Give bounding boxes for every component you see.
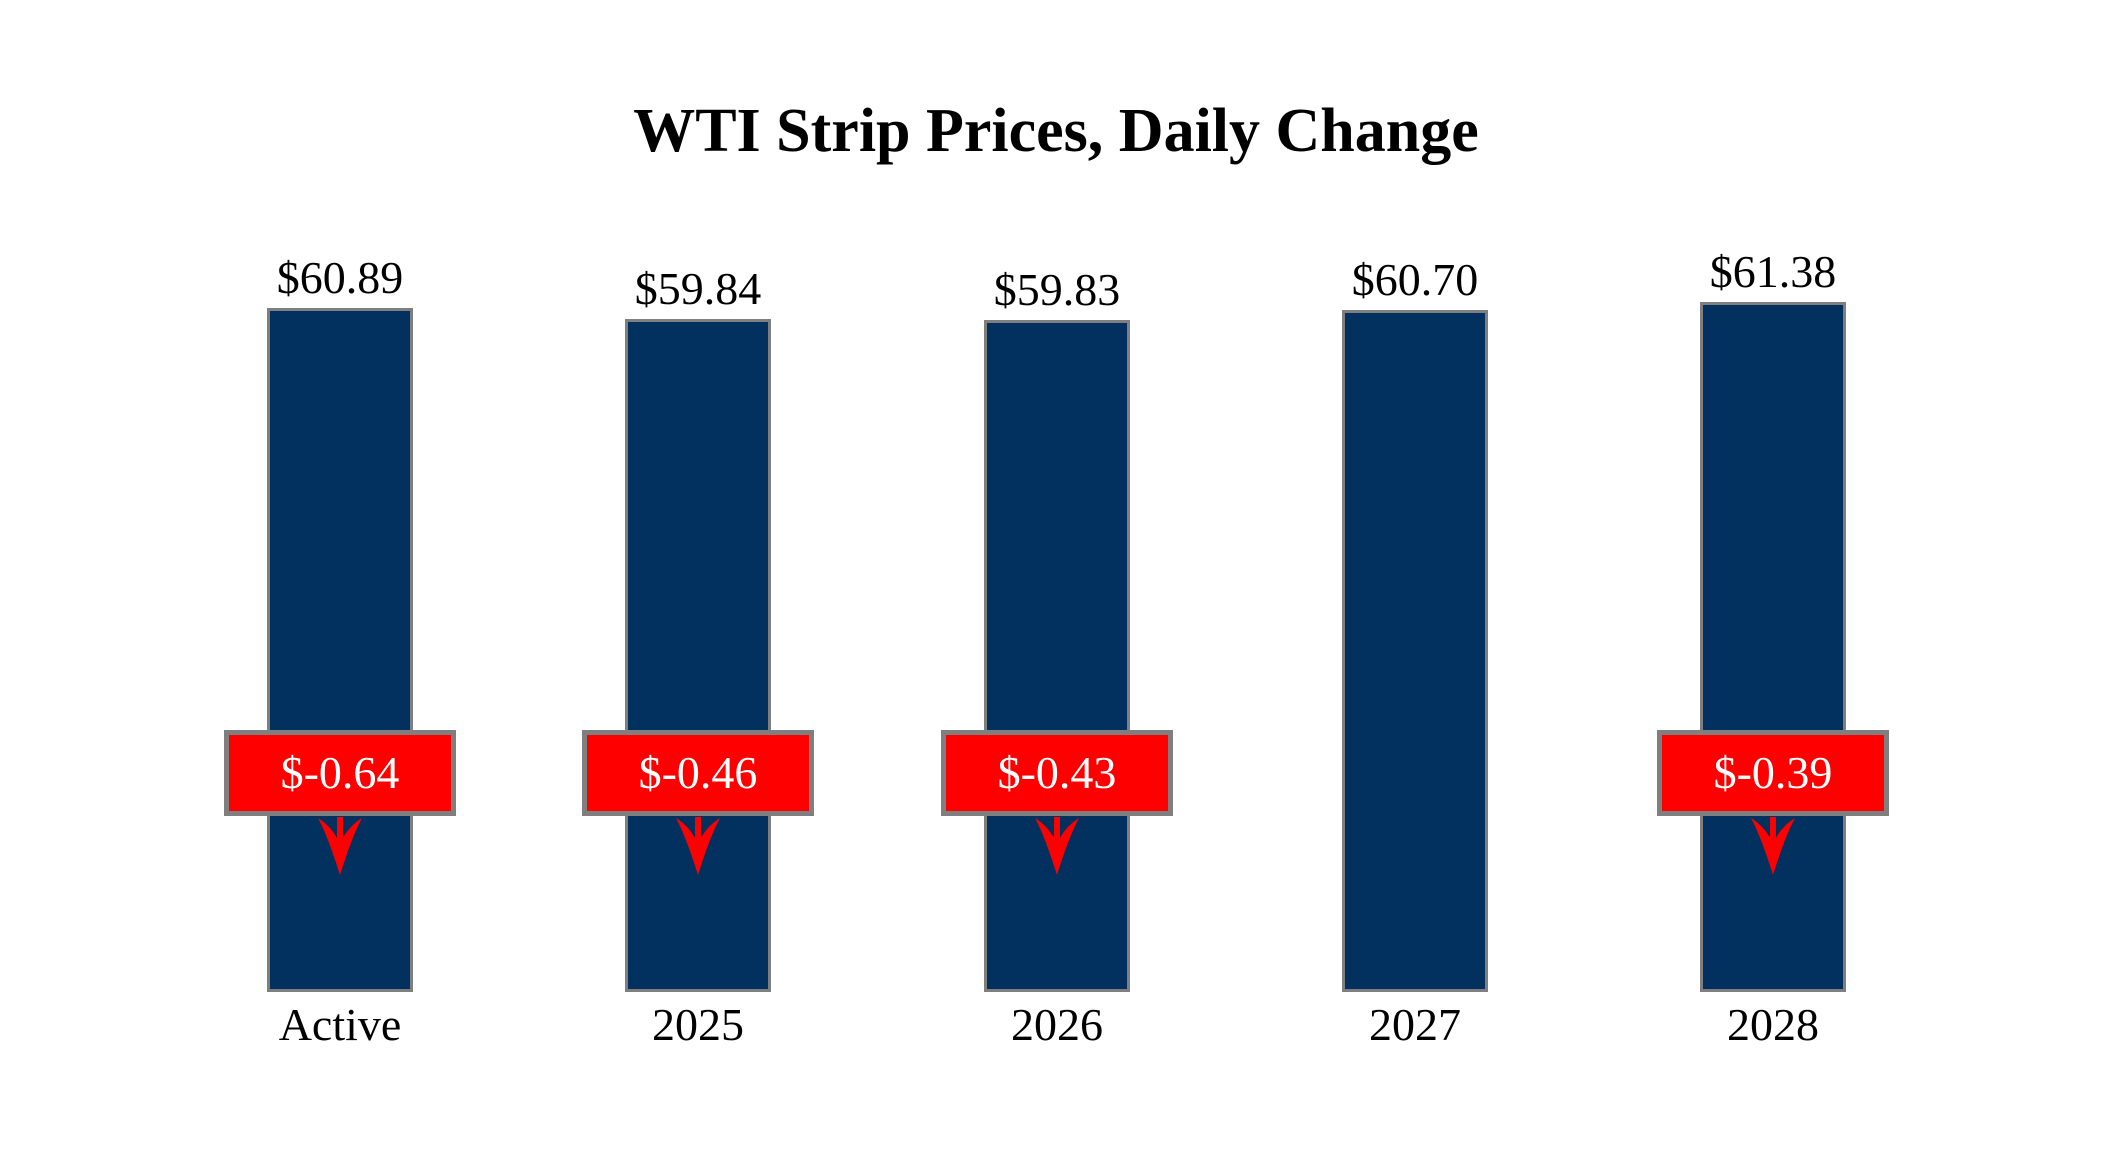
bar-value-label: $59.84 xyxy=(634,263,762,315)
down-arrow-icon xyxy=(1035,817,1079,875)
change-badge: $-0.64 xyxy=(224,730,456,816)
category-label: 2026 xyxy=(1011,999,1103,1050)
category-label: Active xyxy=(278,999,402,1050)
change-badge-label: $-0.39 xyxy=(1713,747,1833,798)
bar-group-2025: $59.84 $-0.46 2025 xyxy=(582,240,814,1120)
down-arrow-icon xyxy=(1751,817,1795,875)
bar-group-active: $60.89 $-0.64 Active xyxy=(224,240,456,1120)
bar-value-label: $60.89 xyxy=(276,252,404,304)
chart-title: WTI Strip Prices, Daily Change xyxy=(633,97,1479,165)
bar xyxy=(1342,310,1488,992)
bar-group-2026: $59.83 $-0.43 2026 xyxy=(941,240,1173,1120)
down-arrow-icon xyxy=(676,817,720,875)
bar-group-2028: $61.38 $-0.39 2028 xyxy=(1657,240,1889,1120)
category-label: 2025 xyxy=(652,999,744,1050)
bar xyxy=(1700,302,1846,992)
bar-value-label: $61.38 xyxy=(1709,246,1837,298)
change-badge-label: $-0.64 xyxy=(280,747,400,798)
bar-group-2027: $60.70 2027 xyxy=(1299,240,1531,1120)
bar xyxy=(267,308,413,992)
change-badge: $-0.43 xyxy=(941,730,1173,816)
bar xyxy=(984,320,1130,992)
change-badge-label: $-0.46 xyxy=(638,747,758,798)
category-label: 2027 xyxy=(1369,999,1461,1050)
change-badge: $-0.39 xyxy=(1657,730,1889,816)
down-arrow-icon xyxy=(318,817,362,875)
bar-value-label: $60.70 xyxy=(1351,254,1479,306)
change-badge-label: $-0.43 xyxy=(997,747,1117,798)
bar xyxy=(625,319,771,992)
bar-value-label: $59.83 xyxy=(993,264,1121,316)
category-label: 2028 xyxy=(1727,999,1819,1050)
change-badge: $-0.46 xyxy=(582,730,814,816)
